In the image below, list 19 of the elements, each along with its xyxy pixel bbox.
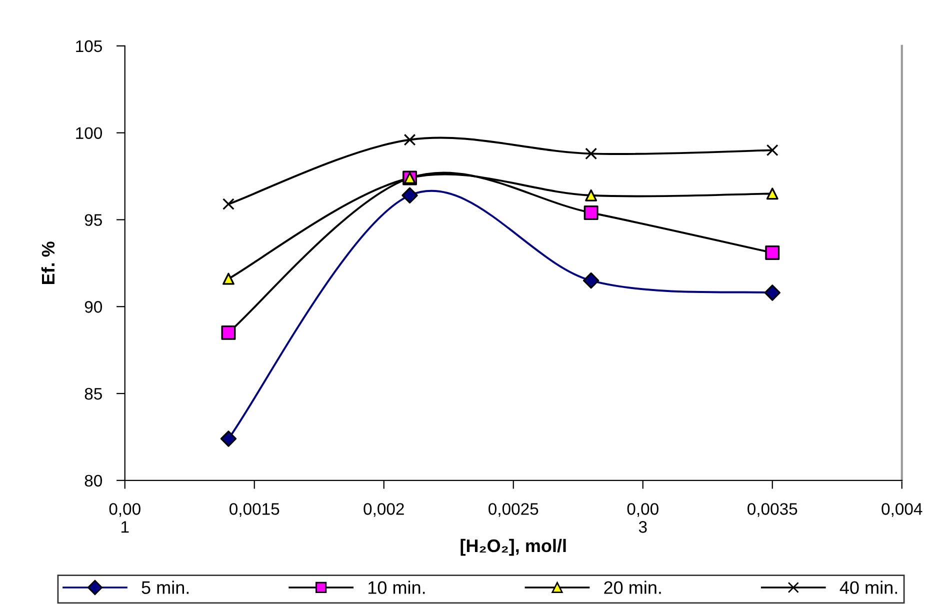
y-tick-label: 100 [76, 127, 102, 140]
legend-label: 20 min. [604, 580, 661, 594]
x-tick-label: 0,002 [364, 503, 404, 517]
y-tick-label: 105 [76, 40, 102, 52]
y-tick-label: 90 [84, 301, 102, 313]
y-axis-title: Ef. % [41, 242, 55, 284]
legend-label: 40 min. [840, 580, 897, 594]
x-tick-label: 0,004 [882, 503, 922, 517]
y-tick-label: 95 [84, 214, 102, 226]
legend-label: 10 min. [368, 580, 425, 594]
x-axis-title: [H₂O₂], mol/l [460, 538, 566, 556]
x-tick-label: 0,0015 [230, 503, 280, 517]
x-tick-label: 0,0035 [748, 503, 798, 517]
y-tick-label: 85 [84, 388, 102, 400]
x-tick-label: 0,00 1 [109, 503, 140, 533]
legend-label: 5 min. [142, 580, 189, 594]
x-tick-label: 0,00 3 [627, 503, 658, 533]
x-tick-label: 0,0025 [488, 503, 538, 517]
y-tick-label: 80 [84, 474, 102, 487]
